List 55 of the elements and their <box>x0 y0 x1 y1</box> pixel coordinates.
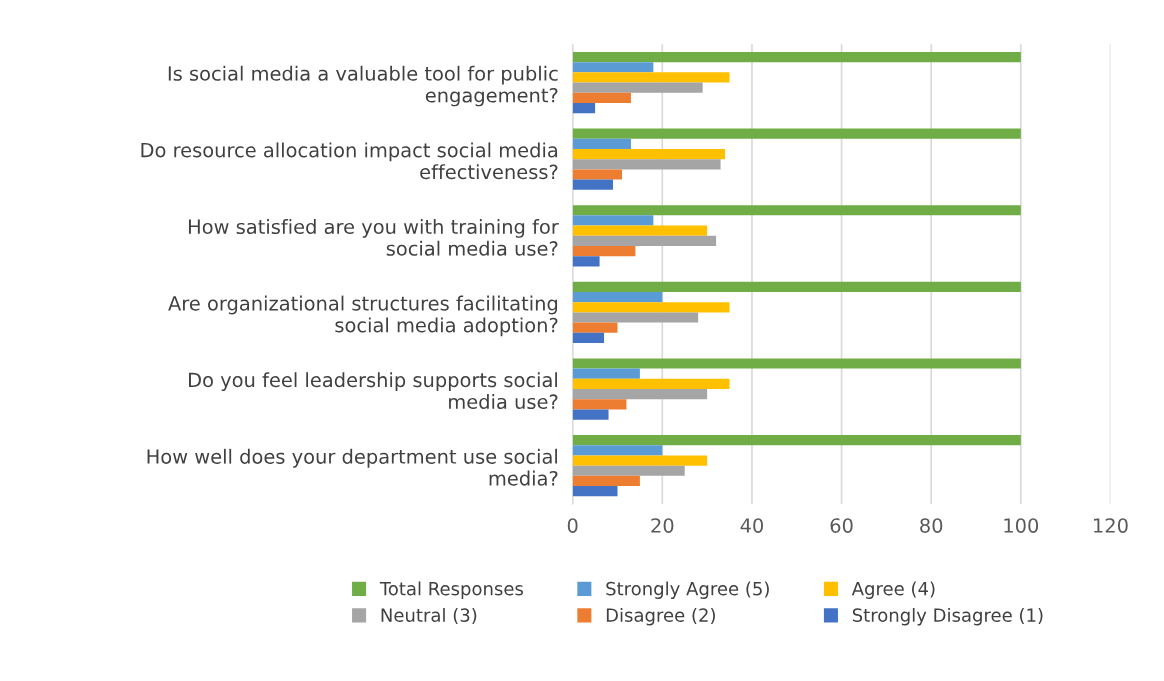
bar <box>572 332 605 344</box>
bar <box>572 368 640 379</box>
bar <box>572 312 699 323</box>
x-tick-label: 40 <box>740 518 764 533</box>
y-tick-label: Do you feel leadership supports social media use? <box>189 372 558 410</box>
x-tick-label: 20 <box>651 518 674 533</box>
bar <box>572 159 721 170</box>
bar <box>572 465 685 476</box>
y-tick-label: How well does your department use social media? <box>147 448 558 486</box>
legend-label: Agree (4) <box>851 581 935 599</box>
bar <box>572 291 663 303</box>
bar <box>572 475 640 487</box>
bar <box>572 409 609 420</box>
x-tick-label: 80 <box>920 518 943 533</box>
bar <box>572 62 654 73</box>
bar <box>572 138 631 149</box>
legend-label: Total Responses <box>379 581 523 599</box>
y-tick-label: Is social media a valuable tool for public engagement? <box>168 65 558 107</box>
bar <box>572 72 730 83</box>
bar <box>572 434 1021 446</box>
bar <box>572 169 622 180</box>
y-tick-label: How satisfied are you with training for social media use? <box>188 219 559 256</box>
bar <box>572 82 703 93</box>
legend-label: Disagree (2) <box>606 607 715 626</box>
bar <box>572 51 1021 63</box>
bar <box>572 148 726 160</box>
x-tick-label: 120 <box>1094 518 1128 533</box>
x-tick-label: 60 <box>830 518 853 533</box>
bar <box>572 215 654 226</box>
bar <box>572 281 1021 292</box>
bar <box>572 389 708 400</box>
bar <box>572 246 636 257</box>
legend-label: Strongly Disagree (1) <box>852 607 1043 626</box>
bar <box>572 322 618 333</box>
y-tick-label: Are organizational structures facilitating social media adoption? <box>168 295 558 337</box>
bar <box>572 205 1021 216</box>
bar <box>572 455 708 466</box>
bar <box>572 358 1021 369</box>
y-tick-label: Do resource allocation impact social media effectiveness? <box>141 142 558 180</box>
bar <box>572 378 730 390</box>
bar <box>572 399 627 410</box>
bar <box>572 92 631 103</box>
bar <box>572 486 618 497</box>
x-tick-label: 100 <box>1004 518 1039 533</box>
bar <box>572 302 730 313</box>
bar <box>572 256 600 267</box>
bar <box>572 235 717 247</box>
bar <box>572 445 663 456</box>
x-tick-label: 0 <box>567 518 578 533</box>
bar <box>572 128 1021 139</box>
bar <box>572 225 708 236</box>
bar <box>572 179 614 190</box>
legend-label: Neutral (3) <box>381 607 477 625</box>
legend-label: Strongly Agree (5) <box>606 581 769 599</box>
bar <box>572 103 596 114</box>
